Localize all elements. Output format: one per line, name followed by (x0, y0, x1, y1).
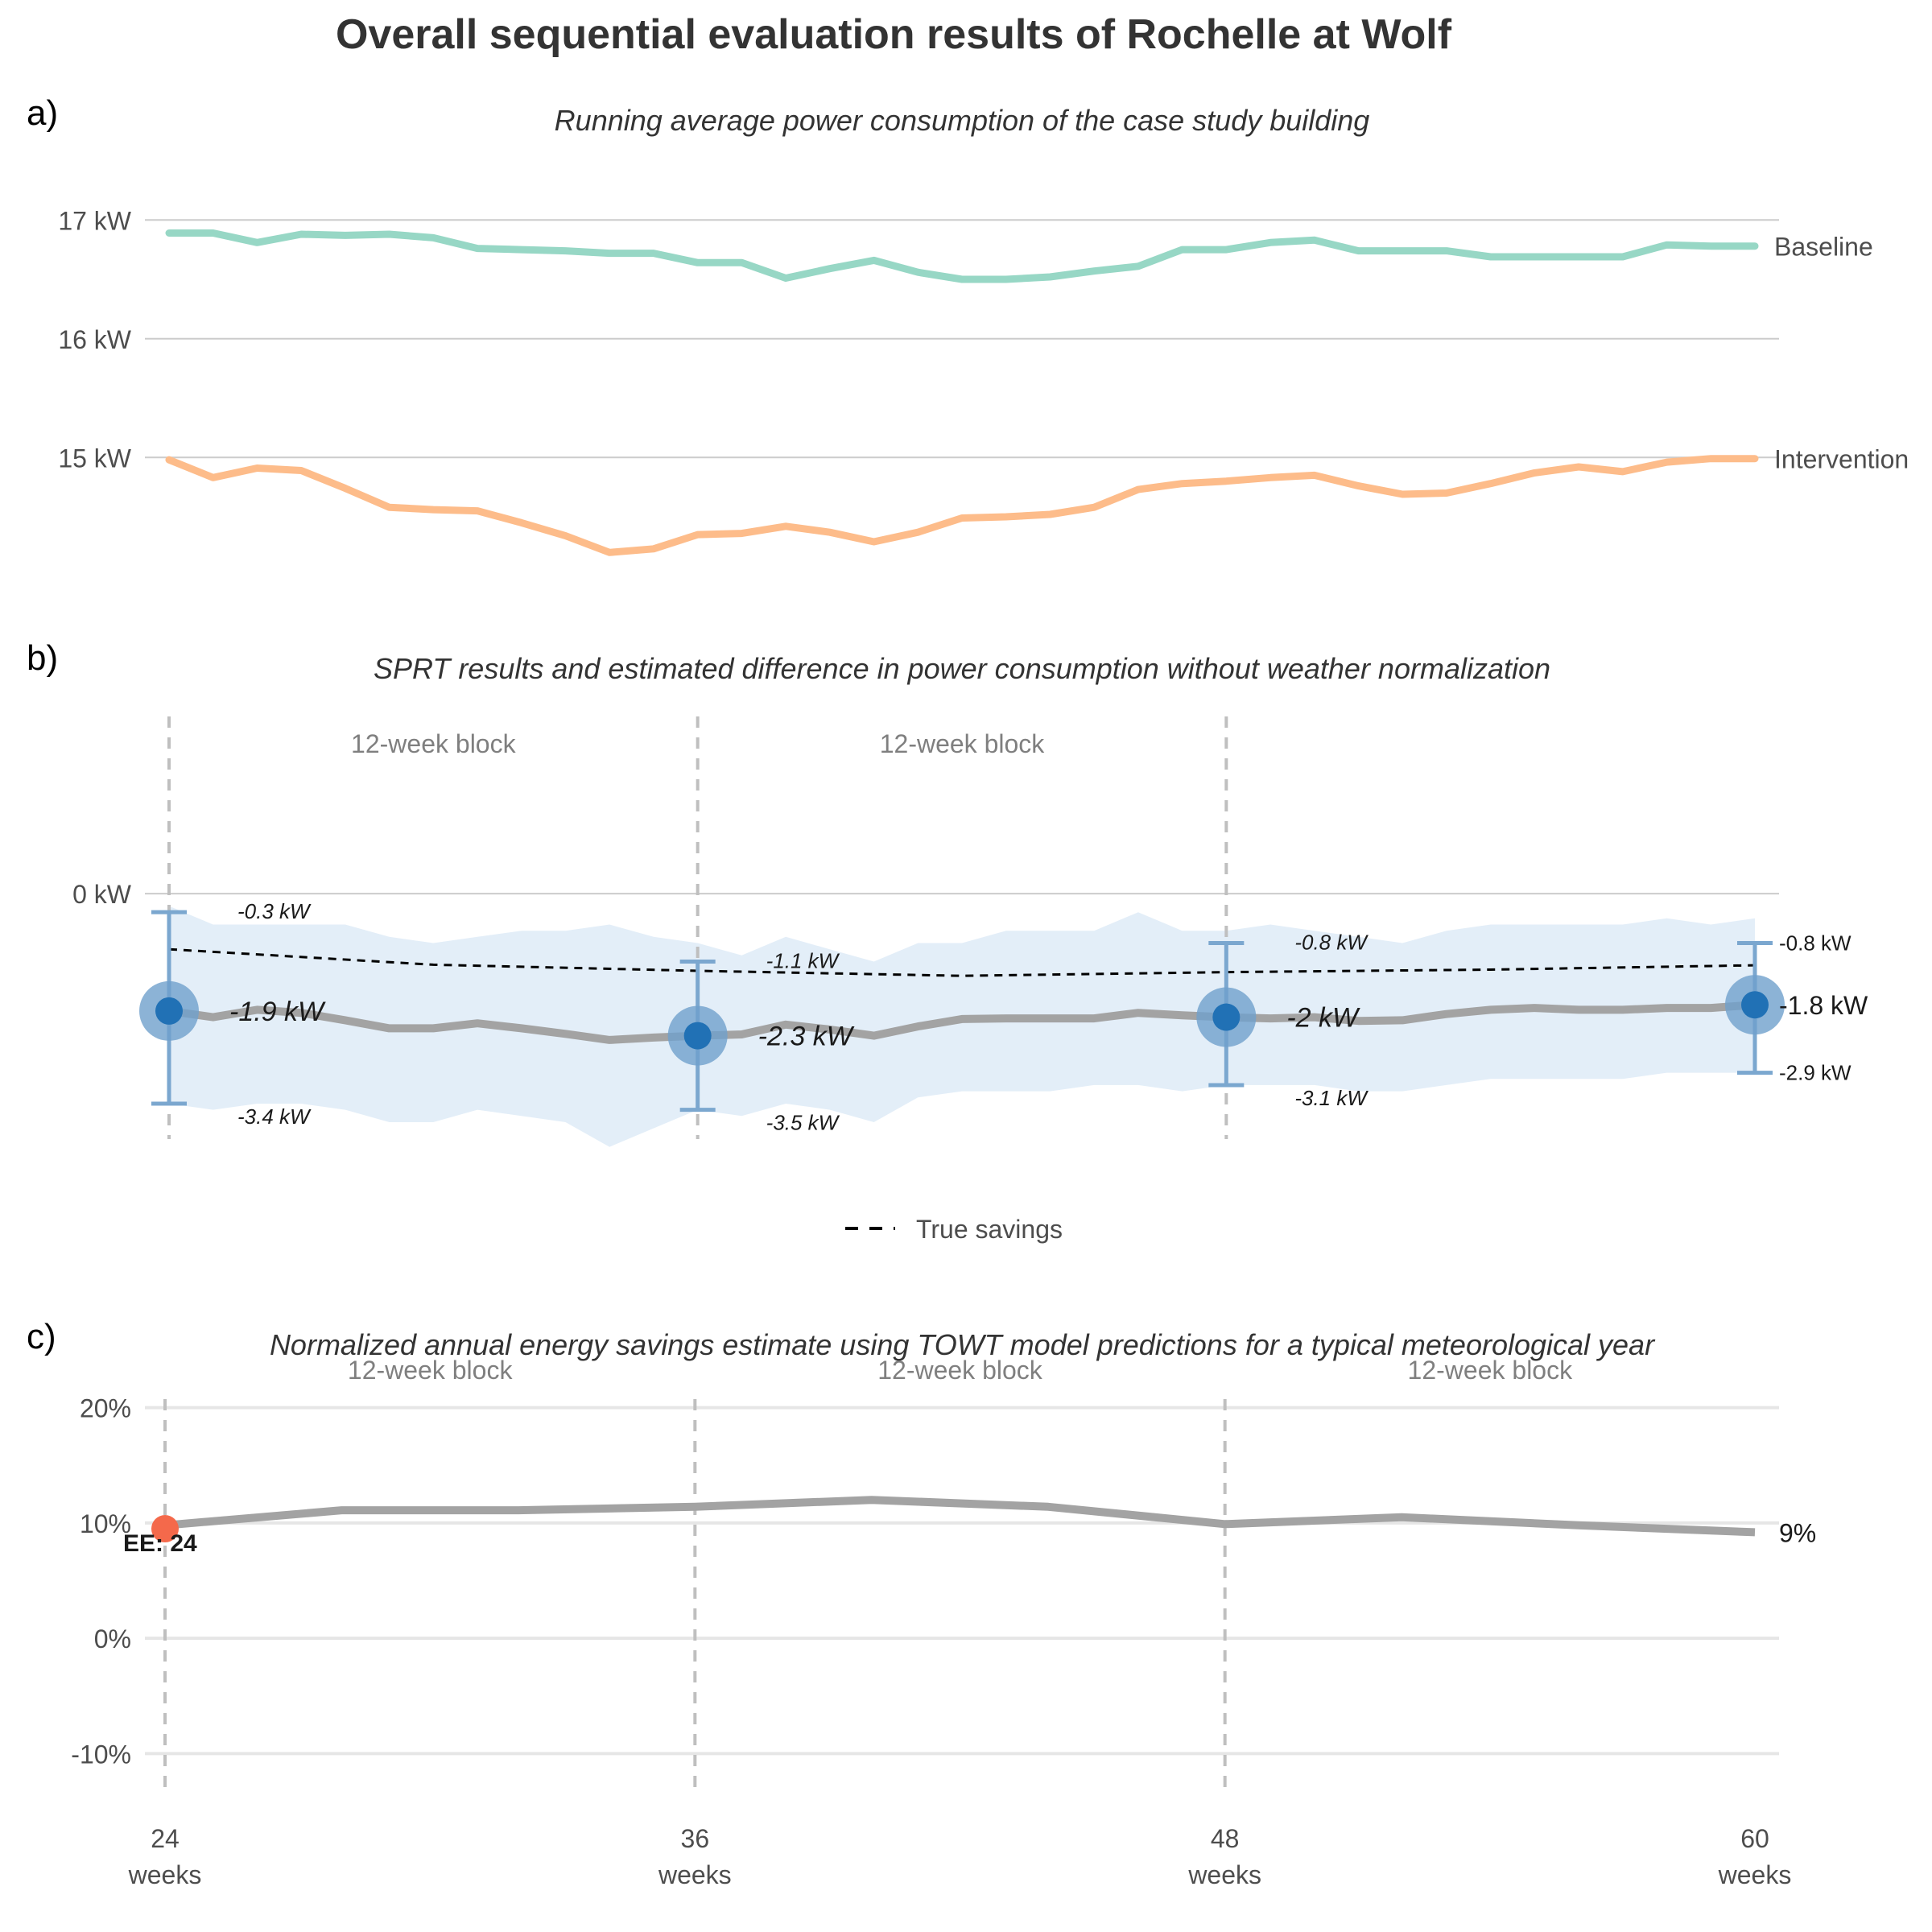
sprt-point (1212, 1003, 1241, 1031)
y-tick-label: 16 kW (58, 325, 131, 354)
sprt-estimate-label: -2 kW (1286, 1003, 1360, 1034)
sprt-upper-label: -1.1 kW (766, 949, 840, 973)
chart-title: Overall sequential evaluation results of… (336, 11, 1452, 58)
legend: True savings (845, 1215, 1063, 1244)
y-tick-label: 20% (80, 1394, 131, 1423)
block-label: 12-week block (351, 729, 517, 758)
savings-end-label: 9% (1779, 1518, 1816, 1547)
panel-c-plot: 20% 10% 0% -10% 12-week block 12-week block 12… (71, 1356, 1816, 1889)
confidence-band (169, 906, 1755, 1147)
y-tick-label: 15 kW (58, 444, 131, 473)
x-tick-value: 48 (1211, 1824, 1240, 1853)
x-tick-unit: weeks (128, 1860, 202, 1889)
x-tick-value: 36 (681, 1824, 710, 1853)
x-tick-value: 60 (1740, 1824, 1769, 1853)
sprt-lower-label: -3.1 kW (1294, 1086, 1368, 1110)
panel-c-subtitle: Normalized annual energy savings estimat… (270, 1328, 1656, 1361)
sprt-point (1741, 991, 1769, 1019)
intervention-line (165, 455, 1759, 556)
block-label: 12-week block (348, 1356, 514, 1385)
x-tick-value: 24 (151, 1824, 180, 1853)
x-tick-unit: weeks (658, 1860, 732, 1889)
block-label: 12-week block (877, 1356, 1043, 1385)
early-eval-point (151, 1515, 179, 1543)
panel-a-subtitle: Running average power consumption of the… (555, 104, 1370, 137)
block-label: 12-week block (1408, 1356, 1574, 1385)
sprt-estimate-label: -1.8 kW (1779, 991, 1868, 1020)
panel-b-subtitle: SPRT results and estimated difference in… (374, 652, 1550, 685)
panel-b-plot: 0 kW 12-week block 12-week block -1.9 kW -0.… (72, 716, 1868, 1147)
panel-a-label: a) (27, 93, 58, 133)
sprt-estimate-label: -1.9 kW (229, 997, 326, 1027)
sprt-upper-label: -0.8 kW (1779, 931, 1852, 956)
sprt-lower-label: -3.5 kW (766, 1111, 840, 1135)
true-savings-line (168, 947, 1756, 977)
y-tick-label: 10% (80, 1509, 131, 1538)
sprt-upper-label: -0.8 kW (1294, 931, 1368, 955)
sprt-upper-label: -0.3 kW (237, 899, 312, 923)
panel-c-label: c) (27, 1317, 56, 1356)
savings-line (164, 1496, 1756, 1537)
sprt-point (683, 1022, 712, 1050)
sprt-lower-label: -3.4 kW (237, 1104, 312, 1129)
estimate-line (168, 1001, 1756, 1044)
y-tick-label: 17 kW (58, 206, 131, 235)
sprt-estimate-label: -2.3 kW (758, 1022, 855, 1052)
x-tick-unit: weeks (1187, 1860, 1261, 1889)
sprt-lower-label: -2.9 kW (1779, 1061, 1852, 1085)
intervention-label: Intervention (1774, 445, 1909, 474)
x-tick-unit: weeks (1718, 1860, 1792, 1889)
y-tick-label: 0 kW (72, 880, 132, 909)
legend-true-savings-label: True savings (916, 1215, 1063, 1244)
block-label: 12-week block (880, 729, 1046, 758)
early-eval-label: EE: 24 (123, 1530, 197, 1557)
panel-b-label: b) (27, 638, 58, 678)
sprt-point (155, 997, 183, 1025)
baseline-label: Baseline (1774, 233, 1873, 262)
y-tick-label: 0% (94, 1624, 131, 1653)
panel-a-plot: 17 kW 16 kW 15 kW Baseline Intervention (58, 206, 1909, 556)
y-tick-label: -10% (71, 1740, 131, 1769)
baseline-line (165, 229, 1759, 283)
